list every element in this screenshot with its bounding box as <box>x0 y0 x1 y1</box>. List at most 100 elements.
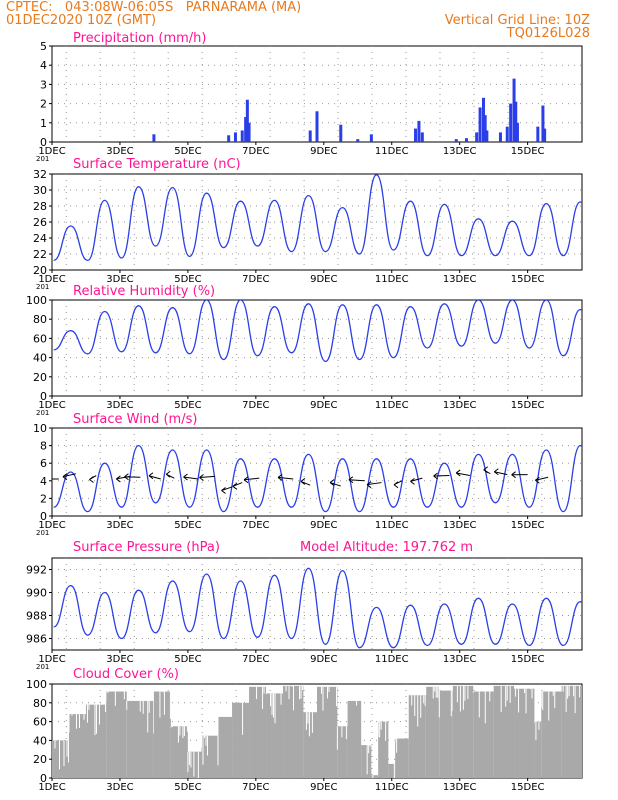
precip-bar-29 <box>541 105 545 142</box>
xtick-label-wind-4: 9DEC <box>310 520 337 531</box>
xtick-label-temp-3: 7DEC <box>242 274 269 285</box>
wind-arrowhead-7 <box>183 473 188 481</box>
xtick-label-wind-2: 5DEC <box>174 520 201 531</box>
ytick-label-pressure-2: 990 <box>26 587 47 600</box>
precip-bar-11 <box>369 134 373 142</box>
precip-bar-23 <box>505 126 509 142</box>
xtick-label-wind-0: 1DEC <box>38 520 65 531</box>
wind-arrow-12 <box>278 476 294 480</box>
precip-bar-21 <box>485 130 489 142</box>
xtick-label-precip-7: 15DEC <box>511 146 545 157</box>
ytick-label-wind-1: 2 <box>40 492 47 505</box>
xtick-label-rh-5: 11DEC <box>375 400 409 411</box>
ytick-label-cloud-3: 60 <box>33 716 47 729</box>
xtick-label-wind-3: 7DEC <box>242 520 269 531</box>
ytick-label-wind-2: 4 <box>40 475 47 488</box>
cloud-segment-11 <box>249 686 267 778</box>
xtick-label-precip-2: 5DEC <box>174 146 201 157</box>
series-line-temp <box>53 174 582 262</box>
precip-bar-22 <box>498 132 502 142</box>
xtick-label-wind-6: 13DEC <box>443 520 477 531</box>
cloud-segment-19 <box>371 775 379 778</box>
xtick-label-cloud-2: 5DEC <box>174 782 201 793</box>
wind-arrowhead-22 <box>494 468 499 476</box>
cloud-segment-14 <box>303 712 317 778</box>
xtick-label-temp-6: 13DEC <box>443 274 477 285</box>
wind-arrowhead-3 <box>116 475 121 483</box>
ytick-label-temp-1: 22 <box>33 248 47 261</box>
wind-arrowhead-16 <box>366 481 372 489</box>
ytick-label-pressure-3: 992 <box>26 564 47 577</box>
wind-arrow-1 <box>62 473 76 478</box>
xtick-label-rh-1: 3DEC <box>106 400 133 411</box>
ytick-label-pressure-1: 988 <box>26 610 47 623</box>
xtick-label-rh-4: 9DEC <box>310 400 337 411</box>
precip-bar-30 <box>543 128 547 142</box>
cloud-segment-23 <box>408 695 426 778</box>
ytick-label-cloud-2: 40 <box>33 734 47 747</box>
wind-arrow-20 <box>456 472 470 477</box>
ytick-label-precip-0: 0 <box>40 136 47 149</box>
wind-arrowhead-14 <box>329 479 335 486</box>
cloud-segment-30 <box>534 721 542 778</box>
ytick-label-cloud-4: 80 <box>33 697 47 710</box>
cloud-segment-29 <box>514 688 535 778</box>
xtick-label-temp-5: 11DEC <box>375 274 409 285</box>
cloud-segment-22 <box>395 738 409 778</box>
ytick-label-temp-6: 32 <box>33 168 47 181</box>
cloud-segment-16 <box>337 726 348 778</box>
ytick-label-precip-1: 1 <box>40 117 47 130</box>
series-line-rh <box>53 300 582 363</box>
precip-bar-27 <box>515 122 519 142</box>
plot-area-pressure <box>53 567 582 649</box>
precip-bar-4 <box>244 117 248 142</box>
wind-arrow-24 <box>535 476 549 481</box>
wind-arrowhead-11 <box>243 476 249 484</box>
cloud-segment-18 <box>361 745 372 778</box>
precip-bar-18 <box>478 107 482 142</box>
wind-arrow-15 <box>348 479 365 482</box>
wind-arrowhead-21 <box>483 466 489 474</box>
ytick-label-temp-5: 30 <box>33 184 47 197</box>
cloud-segment-2 <box>85 704 107 778</box>
plot-area-rh <box>53 300 582 363</box>
wind-arrowhead-23 <box>511 471 516 479</box>
cloud-segment-13 <box>283 685 304 778</box>
xtick-label-temp-1: 3DEC <box>106 274 133 285</box>
wind-arrow-4 <box>124 476 141 478</box>
precip-bar-10 <box>356 139 360 142</box>
precip-bar-17 <box>475 132 479 142</box>
run-time-header: 01DEC2020 10Z (GMT) <box>6 13 157 28</box>
ytick-label-temp-0: 20 <box>33 264 47 277</box>
cloud-segment-24 <box>425 686 440 778</box>
xtick-label-rh-2: 5DEC <box>174 400 201 411</box>
plot-area-temp <box>53 174 582 262</box>
cloud-segment-20 <box>378 721 389 778</box>
series-line-wind <box>53 444 582 513</box>
wind-arrowhead-2 <box>89 476 94 483</box>
panel-title-pressure: Surface Pressure (hPa) <box>73 540 220 555</box>
xtick-label-cloud-0: 1DEC <box>38 782 65 793</box>
xtick-label-cloud-7: 15DEC <box>511 782 545 793</box>
xtick-year-temp: 201 <box>36 283 49 291</box>
xtick-label-rh-0: 1DEC <box>38 400 65 411</box>
wind-arrow-5 <box>148 475 161 480</box>
xtick-label-precip-3: 7DEC <box>242 146 269 157</box>
cloud-segment-31 <box>541 691 562 778</box>
wind-arrowhead-24 <box>535 476 540 484</box>
model-code: TQ0126L028 <box>506 26 590 41</box>
precip-bar-6 <box>247 122 251 142</box>
wind-arrowhead-6 <box>165 470 171 478</box>
xtick-label-temp-2: 5DEC <box>174 274 201 285</box>
precip-bar-24 <box>509 103 513 142</box>
xtick-label-precip-1: 3DEC <box>106 146 133 157</box>
ytick-label-rh-3: 60 <box>33 332 47 345</box>
wind-arrow-11 <box>243 477 260 481</box>
xtick-label-temp-4: 9DEC <box>310 274 337 285</box>
cloud-segment-21 <box>388 763 396 778</box>
xtick-label-pressure-1: 3DEC <box>106 654 133 665</box>
wind-arrow-18 <box>410 477 423 482</box>
grid-line-note: Vertical Grid Line: 10Z <box>444 13 590 28</box>
cloud-segment-10 <box>232 702 250 778</box>
